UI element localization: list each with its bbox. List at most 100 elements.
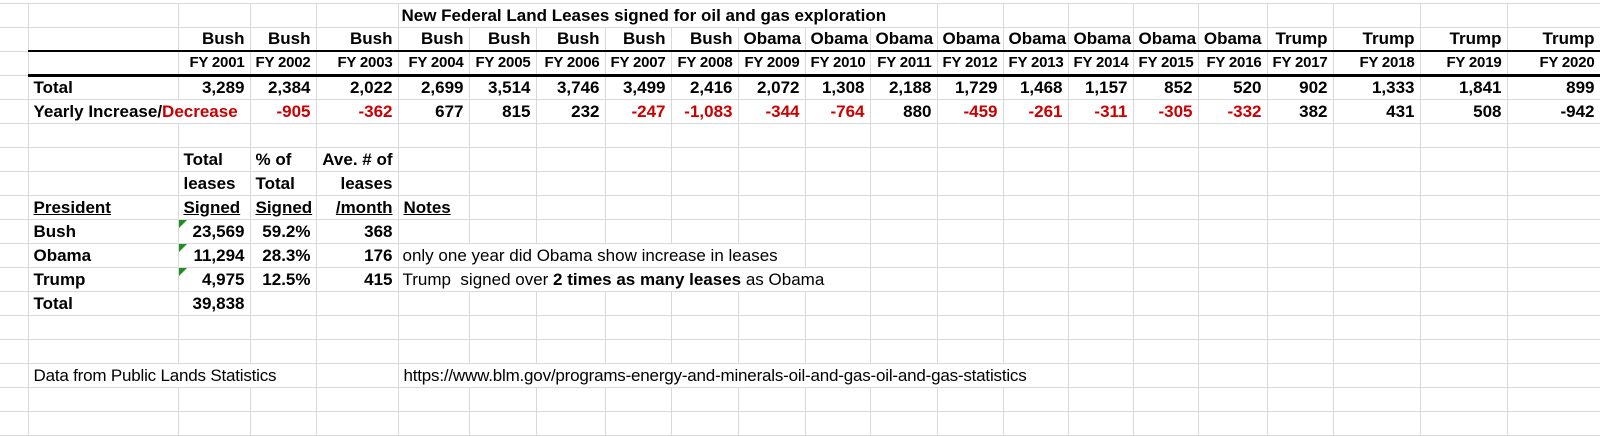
cell-empty[interactable] [1267, 195, 1334, 220]
total-value[interactable]: 852 [1133, 75, 1199, 100]
cell-empty[interactable] [1068, 363, 1134, 388]
cell-empty[interactable] [1420, 195, 1508, 220]
cell-empty[interactable] [28, 123, 179, 148]
cell-empty[interactable] [1267, 147, 1334, 172]
cell-empty[interactable] [398, 339, 470, 364]
cell-empty[interactable] [1003, 171, 1069, 196]
president-header[interactable]: Bush [178, 27, 251, 52]
summary-col2-header[interactable]: % of [250, 147, 317, 172]
total-value[interactable]: 3,514 [469, 75, 537, 100]
change-value[interactable]: -247 [605, 99, 672, 124]
cell-empty[interactable] [937, 195, 1004, 220]
change-value[interactable]: 508 [1420, 99, 1508, 124]
cell-empty[interactable] [870, 315, 938, 340]
cell-empty[interactable] [536, 387, 606, 412]
cell-empty[interactable] [469, 123, 537, 148]
cell-empty[interactable] [937, 315, 1004, 340]
cell-empty[interactable] [536, 291, 606, 316]
cell-empty[interactable] [469, 219, 537, 244]
cell-empty[interactable] [605, 387, 672, 412]
cell-empty[interactable] [805, 411, 871, 436]
note-obama[interactable]: only one year did Obama show increase in… [398, 243, 806, 268]
fy-header[interactable]: FY 2007 [605, 51, 672, 77]
change-value[interactable]: 880 [870, 99, 938, 124]
total-value[interactable]: 3,499 [605, 75, 672, 100]
cell-empty[interactable] [1267, 243, 1334, 268]
cell-empty[interactable] [1267, 315, 1334, 340]
cell-empty[interactable] [605, 291, 672, 316]
cell-empty[interactable] [1003, 387, 1069, 412]
cell-empty[interactable] [671, 195, 739, 220]
cell-empty[interactable] [738, 219, 806, 244]
cell-empty[interactable] [28, 315, 179, 340]
summary-col1-header[interactable]: leases [178, 171, 251, 196]
cell-empty[interactable] [178, 123, 251, 148]
cell-empty[interactable] [1267, 219, 1334, 244]
fy-header[interactable]: FY 2001 [178, 51, 251, 77]
cell-empty[interactable] [1068, 291, 1134, 316]
fy-header[interactable]: FY 2015 [1133, 51, 1199, 77]
fy-header[interactable]: FY 2019 [1420, 51, 1508, 77]
cell-empty[interactable] [1198, 411, 1268, 436]
president-header[interactable]: Bush [398, 27, 470, 52]
cell-empty[interactable] [738, 195, 806, 220]
cell-empty[interactable] [178, 387, 251, 412]
cell-empty[interactable] [536, 315, 606, 340]
change-value[interactable]: 232 [536, 99, 606, 124]
cell-empty[interactable] [28, 387, 179, 412]
cell-empty[interactable] [870, 219, 938, 244]
cell-empty[interactable] [1198, 267, 1268, 292]
president-header[interactable]: Obama [937, 27, 1004, 52]
cell-empty[interactable] [805, 387, 871, 412]
cell-empty[interactable] [1333, 411, 1421, 436]
cell-empty[interactable] [1333, 123, 1421, 148]
president-header[interactable]: Trump [1420, 27, 1508, 52]
cell-empty[interactable] [0, 219, 29, 244]
cell-empty[interactable] [1267, 411, 1334, 436]
cell-empty[interactable] [469, 387, 537, 412]
cell-empty[interactable] [738, 315, 806, 340]
cell-empty[interactable] [0, 3, 29, 28]
cell-empty[interactable] [1003, 147, 1069, 172]
cell-empty[interactable] [937, 171, 1004, 196]
change-value[interactable]: -332 [1198, 99, 1268, 124]
president-header[interactable]: Trump [1333, 27, 1421, 52]
fy-header[interactable]: FY 2017 [1267, 51, 1334, 77]
summary-ave-per-month[interactable]: 415 [316, 267, 399, 292]
cell-empty[interactable] [0, 171, 29, 196]
cell-empty[interactable] [805, 195, 871, 220]
cell-empty[interactable] [398, 315, 470, 340]
cell-empty[interactable] [1003, 123, 1069, 148]
president-header[interactable]: Bush [250, 27, 317, 52]
president-header[interactable]: Trump [1507, 27, 1600, 52]
cell-empty[interactable] [1003, 411, 1069, 436]
change-value[interactable]: -905 [250, 99, 317, 124]
cell-empty[interactable] [316, 363, 399, 388]
cell-empty[interactable] [178, 411, 251, 436]
cell-empty[interactable] [0, 99, 29, 124]
fy-header[interactable]: FY 2009 [738, 51, 806, 77]
cell-empty[interactable] [937, 339, 1004, 364]
cell-empty[interactable] [1420, 123, 1508, 148]
change-value[interactable]: -344 [738, 99, 806, 124]
summary-total-leases[interactable]: 11,294 [178, 243, 251, 268]
total-value[interactable]: 2,072 [738, 75, 806, 100]
cell-empty[interactable] [738, 147, 806, 172]
cell-empty[interactable] [937, 3, 1004, 28]
fy-header[interactable]: FY 2012 [937, 51, 1004, 77]
note-trump[interactable]: Trump signed over 2 times as many leases… [398, 267, 871, 292]
summary-ave-per-month[interactable]: 176 [316, 243, 399, 268]
cell-empty[interactable] [605, 315, 672, 340]
cell-empty[interactable] [536, 339, 606, 364]
cell-empty[interactable] [1003, 243, 1069, 268]
cell-empty[interactable] [1198, 123, 1268, 148]
cell-empty[interactable] [671, 147, 739, 172]
cell-empty[interactable] [1198, 291, 1268, 316]
total-value[interactable]: 1,841 [1420, 75, 1508, 100]
summary-pct[interactable]: 12.5% [250, 267, 317, 292]
cell-empty[interactable] [937, 147, 1004, 172]
cell-empty[interactable] [250, 3, 317, 28]
cell-empty[interactable] [316, 3, 399, 28]
change-value[interactable]: -942 [1507, 99, 1600, 124]
cell-empty[interactable] [1198, 243, 1268, 268]
